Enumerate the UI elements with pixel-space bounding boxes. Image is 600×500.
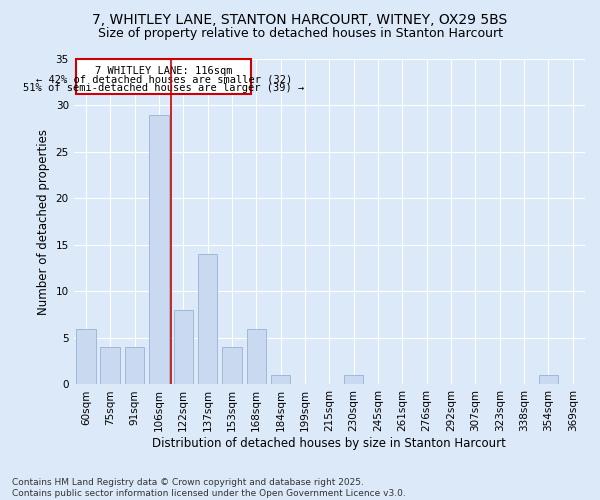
Text: Contains HM Land Registry data © Crown copyright and database right 2025.
Contai: Contains HM Land Registry data © Crown c… [12,478,406,498]
Bar [198,254,217,384]
Text: Size of property relative to detached houses in Stanton Harcourt: Size of property relative to detached ho… [97,28,503,40]
Bar [76,328,95,384]
Text: ← 42% of detached houses are smaller (32): ← 42% of detached houses are smaller (32… [35,74,292,85]
Bar [344,375,364,384]
Bar [76,59,251,94]
Bar [222,348,242,385]
Bar [539,375,558,384]
Y-axis label: Number of detached properties: Number of detached properties [37,128,50,314]
Text: 51% of semi-detached houses are larger (39) →: 51% of semi-detached houses are larger (… [23,83,304,93]
Bar [100,348,120,385]
Text: 7 WHITLEY LANE: 116sqm: 7 WHITLEY LANE: 116sqm [95,66,233,76]
Text: 7, WHITLEY LANE, STANTON HARCOURT, WITNEY, OX29 5BS: 7, WHITLEY LANE, STANTON HARCOURT, WITNE… [92,12,508,26]
Bar [271,375,290,384]
Bar [247,328,266,384]
X-axis label: Distribution of detached houses by size in Stanton Harcourt: Distribution of detached houses by size … [152,437,506,450]
Bar [125,348,145,385]
Bar [149,115,169,384]
Bar [173,310,193,384]
